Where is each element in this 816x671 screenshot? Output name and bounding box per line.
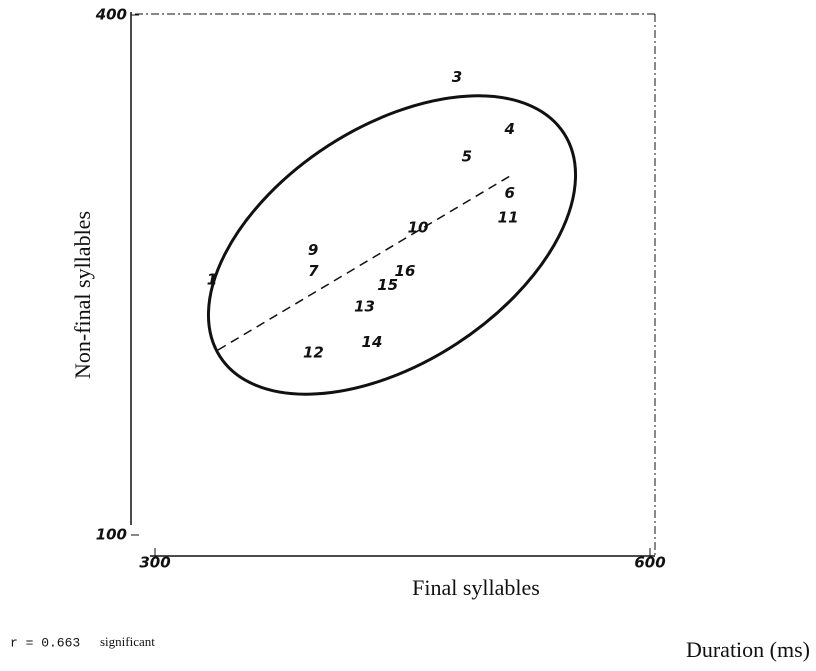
data-point: 15: [377, 276, 398, 294]
data-point: 5: [462, 148, 472, 166]
data-point: 11: [498, 208, 519, 226]
regression-line: [217, 175, 511, 351]
duration-label: Duration (ms): [686, 637, 810, 662]
correlation: r = 0.663: [10, 635, 80, 650]
significance: significant: [100, 634, 155, 649]
confidence-ellipse: [206, 94, 578, 396]
y-axis-label: Non-final syllables: [70, 211, 95, 379]
data-point: 6: [505, 184, 515, 202]
data-point: 4: [504, 120, 515, 138]
data-point: 3: [452, 68, 462, 86]
data-point: 10: [408, 219, 429, 237]
y-tick-label: 100: [96, 526, 127, 544]
data-point: 16: [395, 262, 416, 280]
x-tick-label: 300: [139, 554, 170, 572]
x-tick-label: 600: [634, 554, 665, 572]
data-point: 9: [308, 241, 318, 259]
data-point: 12: [303, 344, 324, 362]
data-point: 14: [362, 333, 383, 351]
data-point: 13: [354, 298, 375, 316]
data-point: 1: [207, 271, 217, 289]
data-point: 7: [308, 262, 319, 280]
y-tick-label: 400: [95, 6, 127, 24]
x-axis-label: Final syllables: [412, 575, 540, 600]
